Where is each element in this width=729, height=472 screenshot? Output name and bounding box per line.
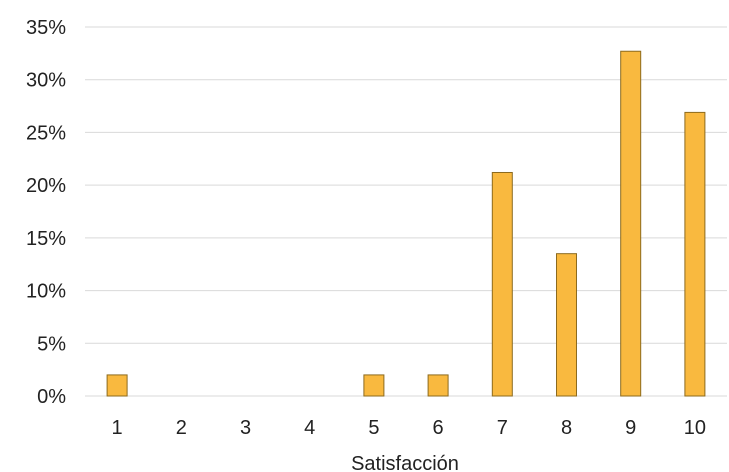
bar-9 [620, 50, 642, 397]
bar-7 [491, 171, 513, 397]
y-tick-label: 20% [26, 175, 66, 197]
bars [106, 50, 706, 397]
bar-10 [684, 111, 706, 397]
bar-1 [106, 374, 128, 397]
gridlines [85, 26, 727, 397]
x-axis-ticks: 1 2 3 4 5 6 7 8 9 10 [112, 417, 706, 439]
x-axis-title: Satisfacción [351, 453, 459, 472]
x-tick-label: 1 [112, 417, 123, 439]
bar-5 [363, 374, 385, 397]
x-tick-label: 9 [625, 417, 636, 439]
y-tick-label: 15% [26, 228, 66, 250]
y-tick-label: 30% [26, 70, 66, 92]
y-tick-label: 5% [37, 333, 66, 355]
y-tick-label: 35% [26, 17, 66, 39]
x-tick-label: 7 [497, 417, 508, 439]
x-tick-label: 2 [176, 417, 187, 439]
x-tick-label: 4 [304, 417, 315, 439]
x-tick-label: 10 [684, 417, 706, 439]
y-tick-label: 25% [26, 122, 66, 144]
bar-8 [556, 253, 577, 397]
bar-6 [427, 374, 449, 397]
x-tick-label: 5 [368, 417, 379, 439]
y-axis-ticks: 0% 5% 10% 15% 20% 25% 30% 35% [26, 17, 66, 408]
x-tick-label: 6 [433, 417, 444, 439]
x-tick-label: 3 [240, 417, 251, 439]
y-tick-label: 0% [37, 386, 66, 408]
x-tick-label: 8 [561, 417, 572, 439]
y-tick-label: 10% [26, 281, 66, 303]
